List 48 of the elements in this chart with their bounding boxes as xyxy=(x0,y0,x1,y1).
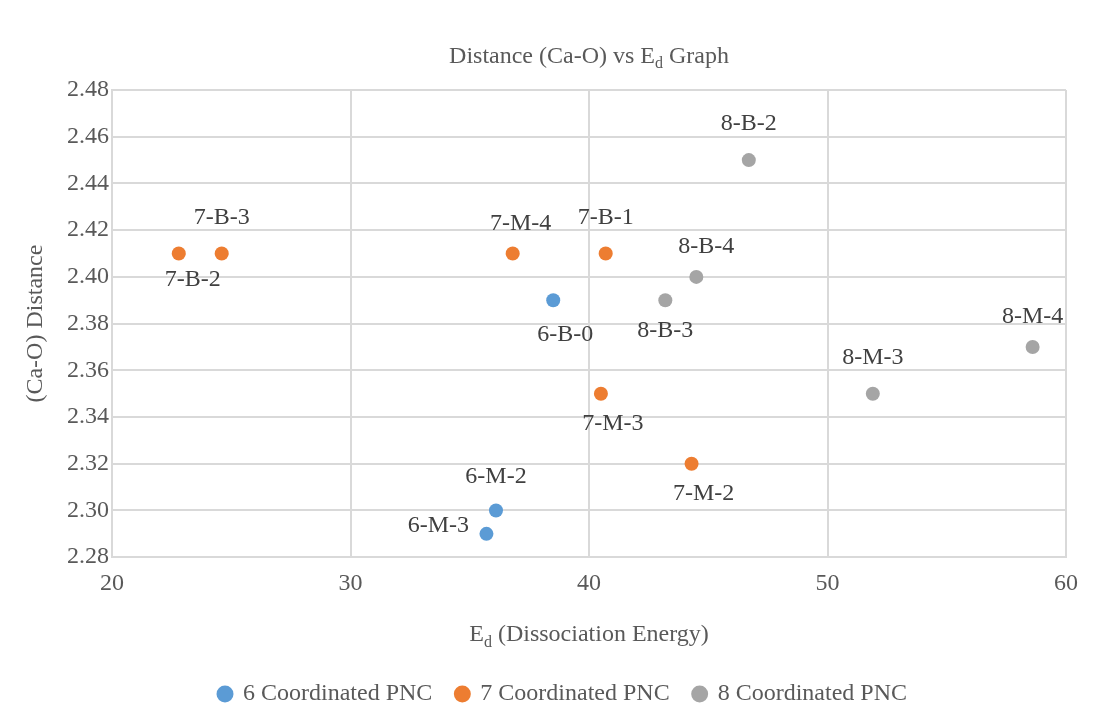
y-tick-label: 2.36 xyxy=(67,355,109,382)
point xyxy=(171,246,186,261)
legend-label: 7 Coordinated PNC xyxy=(480,679,670,706)
data-label: 8-M-4 xyxy=(1001,302,1064,329)
data-label: 6-M-3 xyxy=(407,511,470,538)
data-label: 7-M-3 xyxy=(582,408,644,435)
x-tick-label: 40 xyxy=(577,568,601,595)
point xyxy=(684,456,699,471)
point xyxy=(488,503,503,518)
y-tick-label: 2.28 xyxy=(67,542,109,569)
y-tick-label: 2.48 xyxy=(67,75,109,102)
point xyxy=(505,246,520,261)
x-tick-label: 60 xyxy=(1054,568,1078,595)
point xyxy=(658,293,673,308)
x-tick-label: 30 xyxy=(338,568,363,595)
y-tick-label: 2.46 xyxy=(67,122,109,149)
data-label: 8-B-3 xyxy=(637,315,694,342)
y-tick-label: 2.30 xyxy=(67,495,109,522)
data-label: 8-M-3 xyxy=(842,342,904,369)
point xyxy=(479,526,494,541)
data-label: 7-B-2 xyxy=(164,264,221,291)
data-label: 7-B-3 xyxy=(193,202,250,229)
data-label: 7-B-1 xyxy=(577,202,634,229)
y-tick-label: 2.40 xyxy=(67,262,109,289)
point xyxy=(741,153,756,168)
point xyxy=(1025,339,1040,354)
data-label: 6-M-2 xyxy=(465,461,527,488)
data-label: 8-B-4 xyxy=(678,232,735,259)
y-tick-label: 2.34 xyxy=(67,402,109,429)
point xyxy=(214,246,229,261)
data-label: 7-M-4 xyxy=(490,208,552,235)
point xyxy=(593,386,608,401)
point xyxy=(546,293,561,308)
x-tick-label: 20 xyxy=(100,568,124,595)
data-label: 6-B-0 xyxy=(537,319,594,346)
legend-label: 8 Coordinated PNC xyxy=(717,679,907,706)
point xyxy=(865,386,880,401)
y-tick-label: 2.44 xyxy=(67,168,109,195)
y-axis-title: (Ca-O) Distance xyxy=(21,244,48,403)
y-tick-label: 2.32 xyxy=(67,449,109,476)
y-tick-label: 2.42 xyxy=(67,215,109,242)
data-label: 7-M-2 xyxy=(672,479,735,506)
data-label: 8-B-2 xyxy=(720,109,777,136)
point xyxy=(598,246,613,261)
y-tick-label: 2.38 xyxy=(67,308,109,335)
legend-label: 6 Coordinated PNC xyxy=(243,679,433,706)
point xyxy=(689,269,704,284)
x-tick-label: 50 xyxy=(815,568,840,595)
